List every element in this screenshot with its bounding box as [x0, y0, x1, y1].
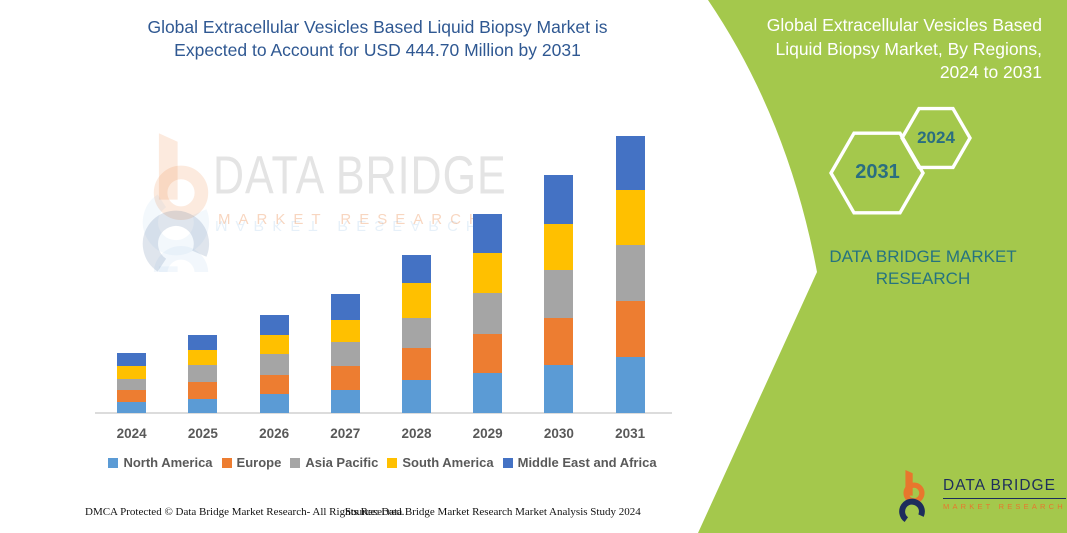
bar-segment-middle-east-and-africa	[544, 174, 574, 224]
x-axis-label: 2024	[116, 426, 147, 441]
data-bridge-logo-icon	[892, 468, 936, 531]
legend-swatch-icon	[108, 457, 119, 468]
bar-segment-south-america	[117, 366, 147, 379]
bar-segment-asia-pacific	[402, 318, 431, 349]
x-axis-label: 2025	[187, 426, 218, 441]
legend-swatch-icon	[387, 457, 398, 468]
x-axis-label: 2027	[330, 426, 361, 441]
chart-legend: North America Europe Asia Pacific South Ame…	[90, 455, 675, 470]
bar-segment-north-america	[117, 401, 147, 413]
legend-label: South America	[402, 455, 494, 470]
legend-item: South America	[387, 455, 494, 470]
logo-subtitle: MARKET RESEARCH	[943, 502, 1066, 511]
legend-label: Europe	[236, 455, 282, 470]
footer-source-text: Source: Data Bridge Market Research Mark…	[345, 506, 641, 518]
bar-segment-middle-east-and-africa	[259, 314, 289, 336]
bar-segment-europe	[544, 318, 574, 366]
bar-segment-south-america	[615, 190, 645, 246]
legend-item: Asia Pacific	[290, 455, 378, 470]
logo-wordmark: DATA BRIDGE MARKET RESEARCH	[943, 468, 1066, 511]
hexagon-2024-outline	[900, 106, 972, 170]
bar-segment-europe	[259, 374, 289, 395]
bar-segment-north-america	[473, 372, 503, 413]
bar-segment-south-america	[188, 350, 218, 366]
bar-segment-middle-east-and-africa	[117, 353, 147, 367]
bar-segment-middle-east-and-africa	[330, 294, 360, 321]
bar-segment-europe	[615, 301, 645, 357]
bar-segment-asia-pacific	[473, 292, 503, 335]
x-axis-label: 2028	[401, 426, 432, 441]
bar-segment-north-america	[259, 394, 289, 413]
bar-segment-south-america	[402, 282, 431, 319]
bar-segment-europe	[188, 381, 218, 399]
hexagon-2031-outline	[829, 131, 925, 215]
bar-segment-south-america	[330, 320, 360, 342]
x-axis-label: 2029	[472, 426, 503, 441]
bar-segment-middle-east-and-africa	[188, 335, 218, 351]
legend-item: Middle East and Africa	[502, 455, 657, 470]
bar-segment-north-america	[188, 398, 218, 413]
bar-segment-europe	[330, 366, 360, 390]
bar-segment-asia-pacific	[544, 270, 574, 318]
legend-label: Middle East and Africa	[517, 455, 657, 470]
x-axis-label: 2031	[615, 426, 646, 441]
panel-title-line3: 2024 to 2031	[939, 62, 1042, 82]
legend-swatch-icon	[502, 457, 513, 468]
logo-name: DATA BRIDGE	[943, 477, 1066, 499]
footer-dmca-text: DMCA Protected © Data Bridge Market Rese…	[85, 506, 405, 518]
bar-segment-south-america	[473, 253, 503, 293]
bar-segment-middle-east-and-africa	[473, 214, 503, 254]
legend-swatch-icon	[221, 457, 232, 468]
brand-text: DATA BRIDGE MARKET RESEARCH	[829, 247, 1017, 288]
bar-segment-asia-pacific	[330, 341, 360, 367]
bar-segment-europe	[402, 348, 431, 380]
bar-segment-north-america	[402, 379, 431, 413]
panel-title: Global Extracellular Vesicles Based Liqu…	[702, 14, 1042, 85]
bar-segment-asia-pacific	[259, 354, 289, 375]
x-axis-line	[95, 412, 672, 414]
bar-segment-north-america	[615, 357, 645, 413]
chart-title-line1: Global Extracellular Vesicles Based Liqu…	[147, 17, 608, 37]
bar-segment-south-america	[544, 223, 574, 271]
x-axis-label: 2030	[543, 426, 574, 441]
bar-segment-asia-pacific	[117, 378, 147, 391]
x-axis-label: 2026	[259, 426, 290, 441]
legend-label: North America	[123, 455, 213, 470]
hexagon-label-2031: 2031	[855, 161, 900, 183]
bar-segment-middle-east-and-africa	[615, 136, 645, 191]
bar-segment-asia-pacific	[615, 245, 645, 302]
legend-item: Europe	[221, 455, 282, 470]
bar-segment-europe	[117, 390, 147, 402]
legend-label: Asia Pacific	[305, 455, 379, 470]
legend-swatch-icon	[290, 457, 301, 468]
legend-item: North America	[108, 455, 213, 470]
bar-segment-south-america	[259, 335, 289, 355]
hexagon-label-2024: 2024	[917, 128, 955, 147]
data-bridge-logo: DATA BRIDGE MARKET RESEARCH	[892, 468, 1066, 531]
panel-title-line1: Global Extracellular Vesicles Based	[766, 15, 1042, 35]
bar-segment-middle-east-and-africa	[402, 254, 431, 283]
panel-title-line2: Liquid Biopsy Market, By Regions,	[775, 38, 1042, 59]
bar-segment-north-america	[544, 365, 574, 413]
bar-segment-europe	[473, 334, 503, 373]
bar-segment-asia-pacific	[188, 365, 218, 382]
chart-title: Global Extracellular Vesicles Based Liqu…	[90, 16, 665, 62]
bar-segment-north-america	[330, 390, 360, 413]
chart-title-line2: Expected to Account for USD 444.70 Milli…	[174, 40, 581, 60]
